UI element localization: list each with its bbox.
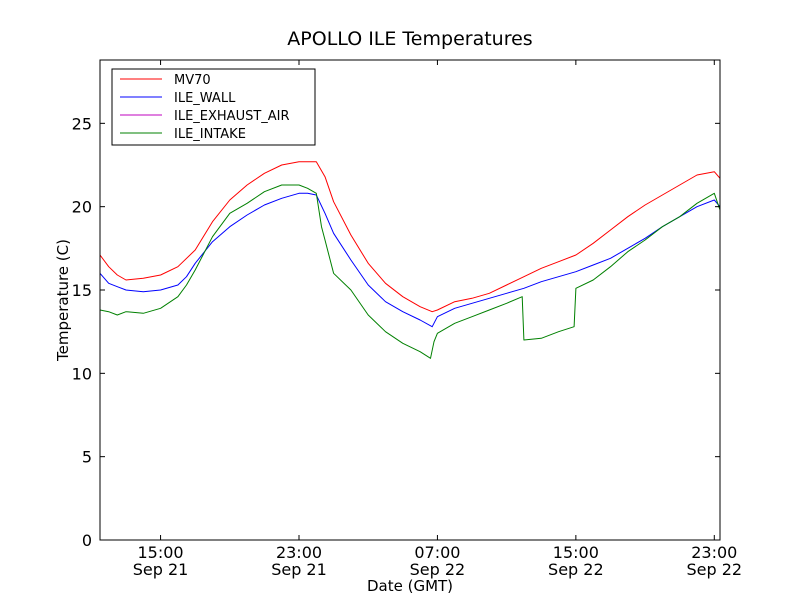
series-line-ile-intake — [99, 184, 721, 359]
y-tick-label: 5 — [82, 448, 92, 467]
x-tick-label-date: Sep 22 — [686, 560, 742, 579]
x-axis-title: Date (GMT) — [367, 577, 453, 595]
chart-title: APOLLO ILE Temperatures — [287, 28, 532, 50]
x-tick-label-date: Sep 21 — [133, 560, 189, 579]
x-tick-label-date: Sep 22 — [410, 560, 466, 579]
x-tick-label-time: 07:00 — [414, 543, 460, 562]
y-tick-label: 10 — [72, 364, 92, 383]
plot-frame — [99, 59, 721, 541]
series-line-mv70 — [99, 161, 721, 313]
legend-box — [111, 68, 316, 146]
legend: MV70 ILE_WALL ILE_EXHAUST_AIR ILE_INTAKE — [111, 68, 316, 146]
legend-label: ILE_EXHAUST_AIR — [174, 109, 290, 124]
y-axis: 0 5 10 15 20 25 — [72, 114, 720, 550]
y-tick-label: 15 — [72, 281, 92, 300]
x-tick-label-date: Sep 21 — [271, 560, 327, 579]
x-tick-label-time: 23:00 — [691, 543, 737, 562]
legend-label: MV70 — [174, 73, 211, 88]
series-line-ile-wall — [99, 192, 721, 328]
legend-label: ILE_INTAKE — [174, 127, 246, 142]
x-tick-label-time: 15:00 — [138, 543, 184, 562]
x-tick-label-time: 23:00 — [276, 543, 322, 562]
series-layer — [99, 161, 721, 359]
y-tick-label: 0 — [82, 531, 92, 550]
legend-label: ILE_WALL — [174, 91, 236, 106]
y-tick-label: 20 — [72, 198, 92, 217]
y-tick-label: 25 — [72, 114, 92, 133]
x-tick-label-date: Sep 22 — [548, 560, 604, 579]
y-axis-title: Temperature (C) — [54, 239, 72, 362]
x-tick-label-time: 15:00 — [553, 543, 599, 562]
